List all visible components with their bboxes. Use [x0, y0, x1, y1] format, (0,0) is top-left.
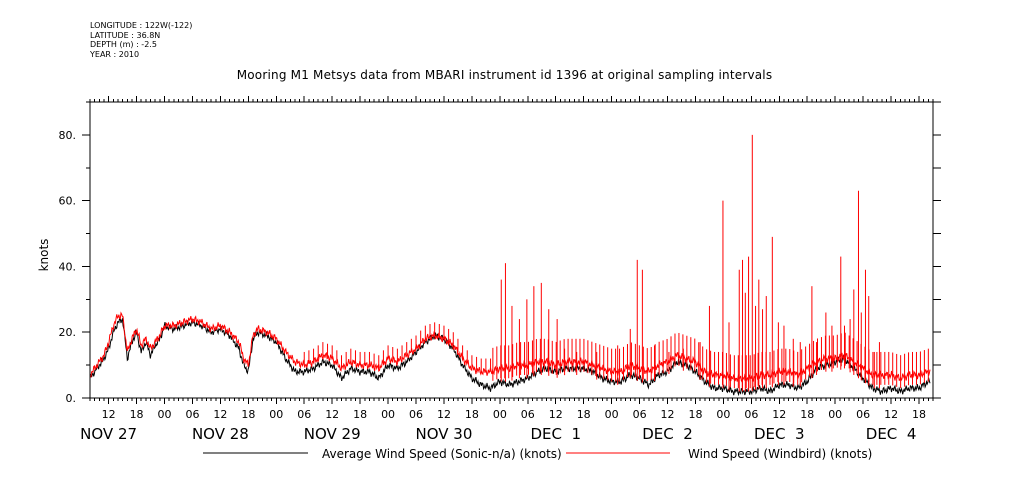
x-hour-label: 06 — [185, 408, 199, 421]
x-hour-label: 12 — [549, 408, 563, 421]
series-line-windbird — [90, 311, 931, 384]
series-average-wind-speed — [90, 316, 931, 397]
x-axis: 12 18 00 06 12 18 00 06 12 18 00 06 12 18 00 06 12 18 00 06… — [80, 96, 934, 443]
x-hour-label: 18 — [688, 408, 702, 421]
y-tick-label: 20. — [59, 326, 77, 339]
x-hour-label: 12 — [213, 408, 227, 421]
x-hour-label: 12 — [884, 408, 898, 421]
plot-border — [89, 101, 934, 399]
x-hour-label: 18 — [241, 408, 255, 421]
y-axis-label: knots — [37, 239, 51, 272]
latitude-label: LATITUDE : 36.8N — [90, 30, 161, 40]
depth-label: DEPTH (m) : -2.5 — [90, 40, 157, 49]
longitude-label: LONGITUDE : 122W(-122) — [90, 21, 193, 30]
x-hour-label: 12 — [325, 408, 339, 421]
x-hour-label: 06 — [297, 408, 311, 421]
x-hour-label: 18 — [912, 408, 926, 421]
x-hour-label: 00 — [605, 408, 619, 421]
legend: Average Wind Speed (Sonic-n/a) (knots) W… — [203, 447, 872, 461]
x-hour-label: 06 — [521, 408, 535, 421]
x-hour-label: 06 — [856, 408, 870, 421]
x-hour-label: 06 — [633, 408, 647, 421]
legend-label-average: Average Wind Speed (Sonic-n/a) (knots) — [322, 447, 562, 461]
x-date-label: DEC 3 — [754, 425, 805, 443]
legend-label-windbird: Wind Speed (Windbird) (knots) — [688, 447, 872, 461]
x-date-label: NOV 30 — [416, 425, 473, 443]
x-hour-label: 18 — [353, 408, 367, 421]
chart-title: Mooring M1 Metsys data from MBARI instru… — [236, 68, 773, 82]
y-axis: 0. 20. 40. 60. 80. — [59, 101, 941, 405]
x-hour-label: 12 — [102, 408, 116, 421]
x-hour-label: 00 — [381, 408, 395, 421]
x-hour-label: 12 — [437, 408, 451, 421]
y-tick-label: 60. — [59, 195, 77, 208]
series-windbird-wind-speed — [90, 134, 931, 392]
x-hour-label: 00 — [828, 408, 842, 421]
x-date-label: DEC 1 — [530, 425, 581, 443]
series-line-average — [90, 316, 931, 397]
x-hour-label: 06 — [744, 408, 758, 421]
year-label: YEAR : 2010 — [90, 49, 140, 59]
plot-frame — [89, 101, 934, 399]
x-hour-label: 12 — [772, 408, 786, 421]
x-hour-label: 00 — [716, 408, 730, 421]
x-hour-label: 18 — [800, 408, 814, 421]
metadata-block: LONGITUDE : 122W(-122) LATITUDE : 36.8N … — [90, 21, 192, 59]
x-date-label: NOV 29 — [304, 425, 361, 443]
x-hour-label: 18 — [465, 408, 479, 421]
x-date-label: DEC 2 — [642, 425, 693, 443]
x-hour-label: 12 — [661, 408, 675, 421]
x-date-label: NOV 27 — [80, 425, 137, 443]
x-date-label: DEC 4 — [866, 425, 917, 443]
x-hour-label: 00 — [269, 408, 283, 421]
y-tick-label: 0. — [66, 392, 77, 405]
y-tick-label: 80. — [59, 129, 77, 142]
x-date-label: NOV 28 — [192, 425, 249, 443]
x-hour-label: 18 — [130, 408, 144, 421]
y-tick-label: 40. — [59, 260, 77, 273]
x-hour-label: 00 — [158, 408, 172, 421]
x-hour-label: 06 — [409, 408, 423, 421]
x-hour-label: 00 — [493, 408, 507, 421]
x-hour-label: 18 — [577, 408, 591, 421]
